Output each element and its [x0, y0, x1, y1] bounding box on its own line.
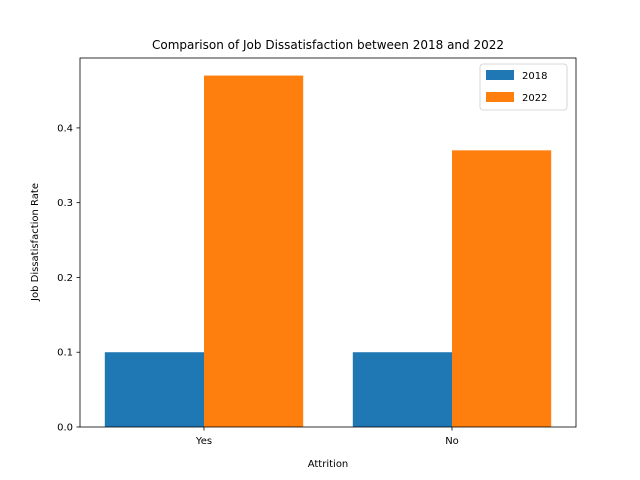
y-tick-label: 0.1 [57, 348, 73, 359]
y-axis-label: Job Dissatisfaction Rate [30, 183, 41, 302]
axes-frame [79, 57, 577, 428]
axes-group: Yes No 0.0 0.1 0.2 0.3 0.4 [57, 57, 577, 447]
bar-2022-yes [204, 75, 304, 427]
legend: 2018 2022 [479, 63, 568, 111]
bars-group [104, 75, 552, 427]
legend-swatch-2022 [486, 92, 514, 102]
bar-2018-yes [104, 352, 204, 427]
y-tick-label: 0.2 [57, 273, 73, 284]
legend-label-2018: 2018 [522, 71, 547, 82]
y-tick-label: 0.3 [57, 198, 73, 209]
x-tick-label: No [445, 436, 459, 447]
bar-2018-no [352, 352, 452, 427]
legend-label-2022: 2022 [522, 93, 547, 104]
x-tick-label: Yes [195, 436, 212, 447]
legend-swatch-2018 [486, 70, 514, 80]
x-axis-label: Attrition [308, 459, 349, 470]
chart-title: Comparison of Job Dissatisfaction betwee… [152, 38, 504, 52]
y-tick-label: 0.0 [57, 423, 73, 434]
y-tick-label: 0.4 [57, 123, 73, 134]
bar-2022-no [452, 150, 552, 427]
